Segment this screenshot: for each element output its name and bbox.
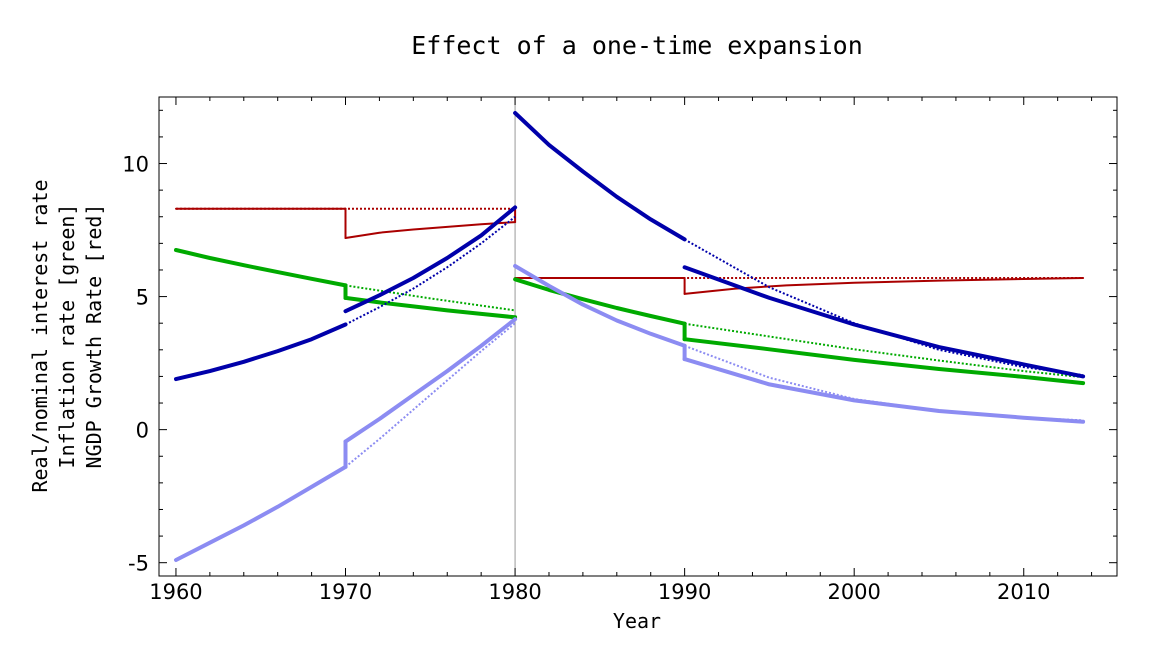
x-tick-label-1960: 1960 <box>149 580 202 604</box>
y-tick-label-10: 10 <box>122 153 149 177</box>
series-real-solid-23 <box>174 464 348 562</box>
y-tick-label--5: -5 <box>128 552 149 576</box>
series-nominal-dotted-21 <box>684 238 1084 377</box>
series-ngdp-solid-8 <box>683 277 1085 295</box>
series-inflation-dotted-16 <box>684 322 1084 379</box>
series-inflation-dotted-12 <box>345 284 516 312</box>
y-tick-label-0: 0 <box>136 419 149 443</box>
series-nominal-dotted-18 <box>345 216 516 326</box>
series-real-solid-29 <box>682 357 1086 424</box>
x-tick-label-2010: 2010 <box>997 580 1050 604</box>
series-real-dotted-26 <box>344 322 516 468</box>
x-tick-label-1980: 1980 <box>488 580 541 604</box>
x-tick-label-2000: 2000 <box>827 580 880 604</box>
series-real-solid-25 <box>343 317 518 444</box>
chart-title: Effect of a one-time expansion <box>411 31 863 60</box>
series-nominal-solid-19 <box>343 205 518 314</box>
ticks-layer: 1960 1970 1980 1990 2000 2010 -5 0 5 10 <box>122 97 1117 604</box>
series-ngdp-solid-3 <box>344 221 517 239</box>
plot-frame <box>158 96 1118 577</box>
x-axis-label: Year <box>613 609 661 633</box>
y-axis-label-line-2: Inflation rate [green] <box>55 204 79 469</box>
series-inflation-solid-11 <box>343 295 518 320</box>
x-tick-label-1990: 1990 <box>658 580 711 604</box>
y-axis-label-line-1: Real/nominal interest rate <box>28 179 52 492</box>
series-inflation-solid-15 <box>682 337 1086 386</box>
y-axis-label-line-3: NGDP Growth Rate [red] <box>82 204 106 469</box>
series-nominal-solid-22 <box>682 265 1086 379</box>
series-layer <box>174 111 1086 562</box>
series-real-dotted-30 <box>684 344 1084 422</box>
x-tick-label-1970: 1970 <box>319 580 372 604</box>
y-axis-label: Real/nominal interest rate Inflation rat… <box>28 179 106 492</box>
y-tick-label-5: 5 <box>136 286 149 310</box>
series-nominal-solid-20 <box>513 111 687 242</box>
series-real-solid-27 <box>513 264 687 348</box>
series-inflation-solid-9 <box>174 248 348 288</box>
series-nominal-solid-17 <box>174 322 348 382</box>
series-inflation-solid-13 <box>513 277 687 326</box>
